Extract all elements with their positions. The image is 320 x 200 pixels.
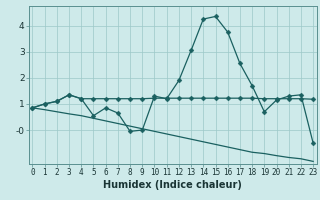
X-axis label: Humidex (Indice chaleur): Humidex (Indice chaleur): [103, 180, 242, 190]
